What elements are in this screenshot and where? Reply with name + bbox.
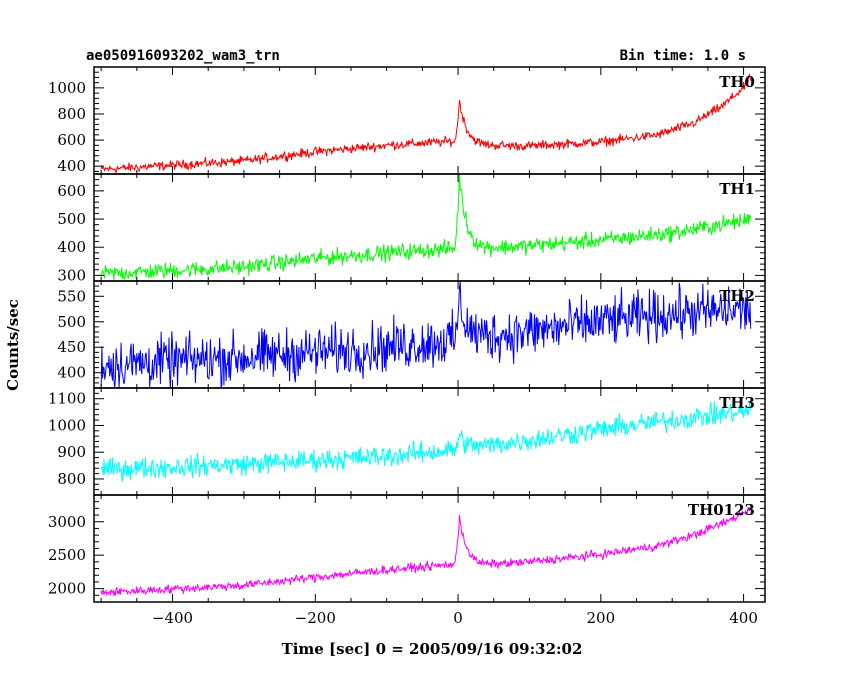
panel-th3: 800 900 1000 1100 TH3 <box>48 387 766 496</box>
y-tick-label: 500 <box>57 210 86 228</box>
y-tick-label: 400 <box>57 238 86 256</box>
panel-frame <box>93 387 766 496</box>
y-tick-label: 3000 <box>48 513 86 531</box>
x-tick-label: 0 <box>453 609 463 627</box>
panel-th1: 300 400 500 600 TH1 <box>57 173 766 284</box>
panel-th2: 400 450 500 550 TH2 <box>57 280 766 389</box>
y-tick-label: 550 <box>57 287 86 305</box>
y-tick-label: 1000 <box>48 79 86 97</box>
panel-frame <box>93 66 766 175</box>
x-tick-label: −200 <box>295 609 336 627</box>
panel-label-th1: TH1 <box>719 180 755 198</box>
y-tick-label: 800 <box>57 470 86 488</box>
y-tick-label: 400 <box>57 157 86 175</box>
series-th3 <box>100 401 752 482</box>
x-axis-label: Time [sec] 0 = 2005/09/16 09:32:02 <box>282 640 583 658</box>
y-tick-label: 400 <box>57 364 86 382</box>
y-tick-label: 2500 <box>48 546 86 564</box>
y-tick-label: 300 <box>57 266 86 284</box>
panel-frame <box>93 173 766 282</box>
y-tick-label: 600 <box>57 182 86 200</box>
y-tick-label: 2000 <box>48 580 86 598</box>
x-tick-label: 200 <box>586 609 615 627</box>
panels-group: 400 600 800 1000 TH0 300 400 500 600 TH1 400 450 500… <box>48 66 766 603</box>
series-th1 <box>100 174 752 281</box>
panel-label-th0: TH0 <box>719 73 755 91</box>
chart-title: ae050916093202_wam3_trn <box>86 48 280 64</box>
series-th0123 <box>100 506 752 597</box>
x-tick-label: −400 <box>152 609 193 627</box>
y-tick-label: 450 <box>57 338 86 356</box>
y-tick-label: 500 <box>57 313 86 331</box>
series-th0 <box>100 73 752 173</box>
panel-label-th0123: TH0123 <box>688 501 755 519</box>
y-tick-label: 1100 <box>48 390 86 408</box>
y-tick-label: 600 <box>57 131 86 149</box>
bin-time-label: Bin time: 1.0 s <box>620 48 746 64</box>
y-axis-label: Counts/sec <box>4 299 22 391</box>
x-tick-label: 400 <box>729 609 758 627</box>
x-axis: −400 −200 0 200 400 <box>152 609 758 627</box>
y-tick-label: 900 <box>57 443 86 461</box>
panel-frame <box>93 494 766 603</box>
y-tick-label: 800 <box>57 105 86 123</box>
panel-th0123: 2000 2500 3000 TH0123 <box>48 494 766 603</box>
y-tick-label: 1000 <box>48 416 86 434</box>
panel-label-th2: TH2 <box>719 287 755 305</box>
panel-label-th3: TH3 <box>719 394 755 412</box>
series-th2 <box>100 281 752 388</box>
panel-th0: 400 600 800 1000 TH0 <box>48 66 766 175</box>
